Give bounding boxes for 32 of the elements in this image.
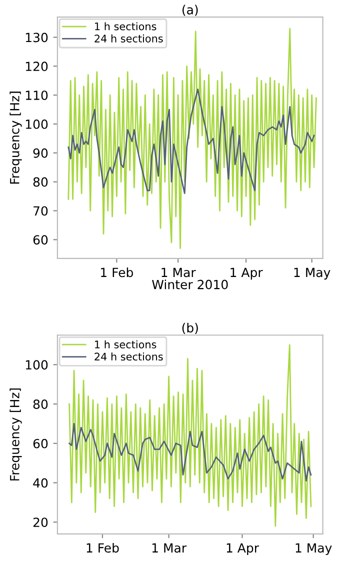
legend-label: 1 h sections <box>95 340 156 348</box>
y-tick-label: 110 <box>26 90 48 100</box>
x-tick-label: 1 Mar <box>152 543 187 553</box>
y-tick-label: 90 <box>33 148 48 158</box>
y-axis-title: Frequency [Hz] <box>10 388 22 480</box>
x-tick-label: 1 May <box>294 268 330 280</box>
legend-label: 24 h sections <box>94 34 163 42</box>
legend-label: 1 h sections <box>95 22 156 30</box>
legend-label: 24 h sections <box>94 352 163 361</box>
x-tick-label: 1 Feb <box>101 267 134 278</box>
x-tick-label: 1 Mar <box>162 268 196 278</box>
x-tick-label: 1 Apr <box>230 268 263 280</box>
y-tick-label: 60 <box>33 438 48 448</box>
chart-title: (b) <box>182 322 198 334</box>
chart-title: (a) <box>182 4 198 16</box>
x-tick-label: 1 Apr <box>226 543 260 556</box>
x-tick-label: 1 Feb <box>86 542 119 553</box>
line-series <box>68 423 312 482</box>
y-tick-label: 120 <box>26 62 48 72</box>
y-tick-label: 80 <box>33 399 48 409</box>
y-tick-label: 100 <box>26 360 48 370</box>
x-axis-title: Winter 2010 <box>152 280 228 290</box>
y-tick-label: 60 <box>33 235 48 245</box>
x-tick-label: 1 May <box>296 543 332 556</box>
y-tick-label: 20 <box>33 518 48 528</box>
line-series <box>68 88 315 194</box>
y-tick-label: 100 <box>26 119 48 129</box>
y-axis-title: Frequency [Hz] <box>10 92 22 184</box>
y-tick-label: 40 <box>33 478 48 488</box>
y-tick-label: 70 <box>34 206 48 216</box>
y-tick-label: 130 <box>26 32 48 42</box>
y-tick-label: 80 <box>33 177 48 187</box>
